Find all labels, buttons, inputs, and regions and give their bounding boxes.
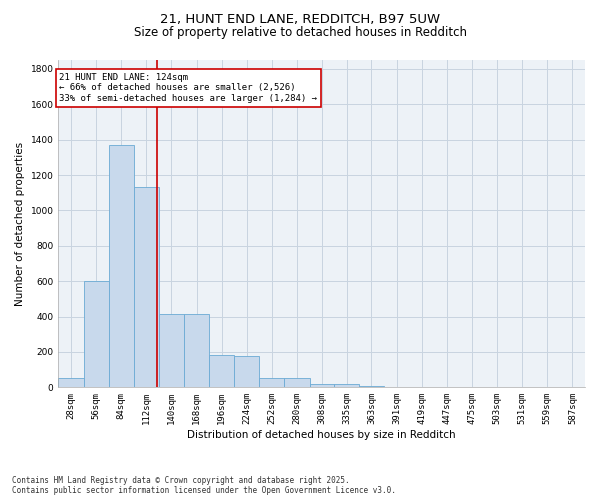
Bar [134,188,159,388]
Bar [234,356,259,388]
Text: 21 HUNT END LANE: 124sqm
← 66% of detached houses are smaller (2,526)
33% of sem: 21 HUNT END LANE: 124sqm ← 66% of detach… [59,73,317,103]
Bar [359,386,384,388]
Bar [159,314,184,388]
Text: Contains HM Land Registry data © Crown copyright and database right 2025.: Contains HM Land Registry data © Crown c… [12,476,350,485]
Bar [184,314,209,388]
X-axis label: Distribution of detached houses by size in Redditch: Distribution of detached houses by size … [187,430,456,440]
Text: Contains public sector information licensed under the Open Government Licence v3: Contains public sector information licen… [12,486,396,495]
Bar [83,281,109,388]
Bar [109,145,134,388]
Bar [284,378,310,388]
Bar [259,378,284,388]
Y-axis label: Number of detached properties: Number of detached properties [15,142,25,306]
Bar [209,356,234,388]
Text: 21, HUNT END LANE, REDDITCH, B97 5UW: 21, HUNT END LANE, REDDITCH, B97 5UW [160,12,440,26]
Text: Size of property relative to detached houses in Redditch: Size of property relative to detached ho… [133,26,467,39]
Bar [310,384,334,388]
Bar [58,378,83,388]
Bar [334,384,359,388]
